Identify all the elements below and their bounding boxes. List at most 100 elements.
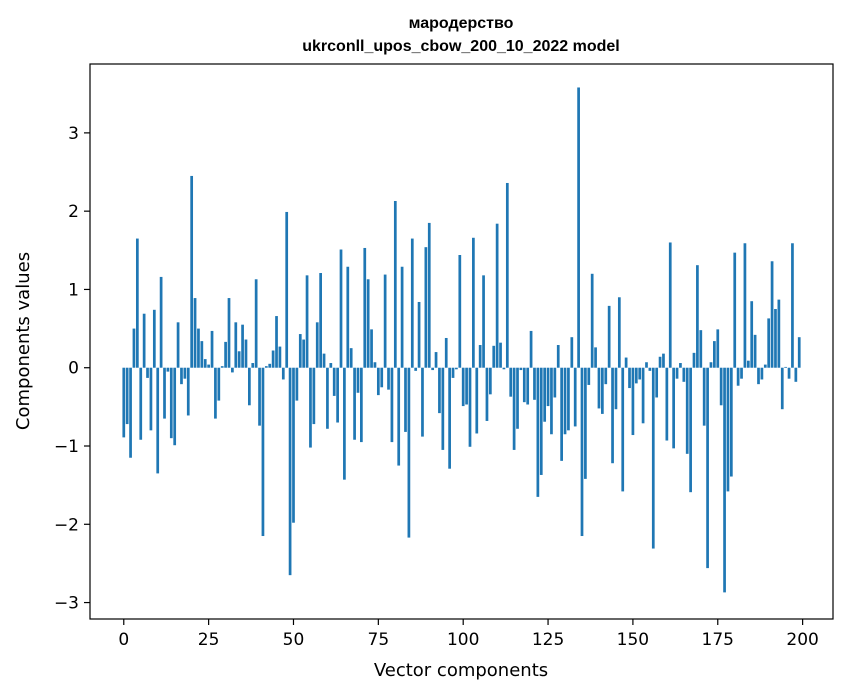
bar (706, 367, 709, 569)
bar (156, 367, 160, 474)
y-tick-label: 2 (68, 202, 79, 222)
bar (760, 367, 764, 380)
bar (461, 367, 465, 407)
y-tick-label: 0 (68, 359, 79, 379)
bar (641, 367, 645, 424)
bar (217, 367, 221, 401)
bar (241, 324, 244, 368)
bar (465, 367, 468, 405)
bar (651, 367, 655, 549)
bar (638, 367, 642, 380)
y-tick-label: 1 (68, 280, 79, 300)
bar (363, 247, 367, 368)
bar (713, 341, 716, 368)
y-tick-label: 3 (68, 124, 79, 144)
bar (492, 345, 496, 368)
bar (662, 353, 665, 368)
y-tick-label: −3 (54, 594, 79, 614)
bar (183, 367, 187, 379)
bar (434, 352, 438, 368)
bar (176, 322, 180, 368)
bar (601, 367, 604, 414)
bar (495, 223, 499, 368)
bar (370, 329, 373, 368)
bar (135, 238, 139, 368)
bar (448, 367, 451, 469)
x-tick-label: 200 (786, 630, 818, 650)
bar (152, 309, 156, 368)
bar (529, 330, 533, 368)
bar (278, 346, 282, 368)
bar (326, 367, 329, 429)
bar (550, 367, 553, 435)
bar (292, 367, 295, 523)
chart-title: мародерство (409, 15, 514, 32)
bar (614, 367, 618, 410)
bar (339, 249, 343, 368)
bar (349, 348, 353, 368)
bar (472, 237, 475, 368)
bar (604, 367, 608, 385)
bar (553, 367, 557, 398)
bar (281, 367, 285, 380)
bar (726, 367, 730, 492)
x-tick-label: 0 (118, 630, 129, 650)
bar (288, 367, 292, 576)
bar (631, 367, 635, 436)
bar (360, 367, 363, 443)
bar (258, 367, 261, 426)
bar (777, 299, 781, 368)
bar (332, 367, 336, 396)
bar (597, 367, 601, 409)
bar (526, 367, 530, 405)
x-axis-label: Vector components (374, 660, 548, 681)
bar (227, 298, 231, 368)
bar (458, 255, 462, 368)
bar (617, 297, 621, 368)
bar (665, 367, 669, 441)
bar (125, 367, 129, 425)
bar (451, 367, 455, 378)
bar (193, 298, 197, 368)
bar (285, 211, 289, 368)
bar (366, 279, 370, 368)
bar (522, 367, 526, 403)
bar (431, 367, 435, 371)
x-tick-label: 125 (532, 630, 564, 650)
bar (329, 363, 333, 368)
y-axis-ticks: −3 −2 −1 0 1 2 3 (54, 124, 90, 614)
bar (264, 366, 268, 368)
bar (797, 337, 801, 368)
bar (668, 242, 672, 368)
bar (560, 367, 563, 461)
bar (173, 367, 177, 446)
bar (190, 175, 194, 368)
bar (312, 367, 316, 425)
bar (343, 367, 346, 480)
bar (488, 367, 492, 395)
bar (414, 367, 418, 371)
bar (794, 367, 798, 382)
bar (475, 367, 479, 434)
y-tick-label: −1 (54, 437, 79, 457)
bar (390, 367, 394, 443)
bar (607, 305, 611, 368)
bar (482, 275, 485, 368)
bar (210, 330, 214, 368)
bar (709, 362, 713, 368)
bars-group (122, 87, 801, 593)
bar (509, 367, 513, 397)
x-tick-label: 175 (702, 630, 734, 650)
bar (478, 345, 482, 368)
bar (376, 367, 380, 396)
bar (373, 362, 377, 368)
bar (322, 353, 326, 368)
bar (556, 345, 560, 368)
bar (122, 367, 126, 438)
bar (214, 367, 217, 419)
bar (519, 367, 523, 371)
bar (485, 367, 489, 421)
bar (220, 366, 224, 368)
bar (305, 275, 309, 368)
bar (393, 200, 397, 368)
